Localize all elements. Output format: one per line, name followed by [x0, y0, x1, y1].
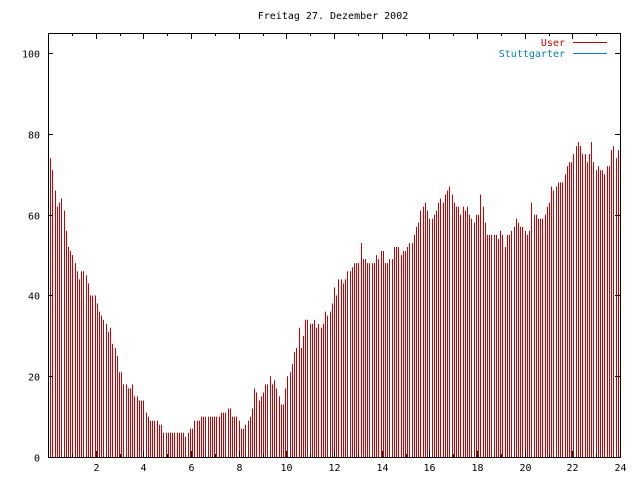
chart-title: Freitag 27. Dezember 2002 [258, 11, 409, 22]
y-tick-label: 60 [28, 212, 40, 223]
legend-label: User [541, 38, 565, 49]
x-tick-label: 12 [328, 463, 340, 474]
legend-label: Stuttgarter [499, 49, 565, 60]
x-tick-label: 4 [140, 463, 146, 474]
y-tick-label: 80 [28, 131, 40, 142]
y-tick-label: 100 [22, 50, 40, 61]
x-tick-label: 10 [280, 463, 292, 474]
bar-series-user [48, 142, 619, 457]
y-tick-label: 20 [28, 373, 40, 384]
x-tick-label: 22 [566, 463, 578, 474]
x-tick-label: 6 [188, 463, 194, 474]
x-tick-label: 16 [423, 463, 435, 474]
x-tick-label: 18 [471, 463, 483, 474]
x-tick-label: 2 [93, 463, 99, 474]
y-tick-label: 40 [28, 292, 40, 303]
x-tick-label: 8 [236, 463, 242, 474]
x-tick-label: 24 [614, 463, 626, 474]
x-tick-label: 14 [376, 463, 388, 474]
y-tick-label: 0 [34, 454, 40, 465]
x-tick-label: 20 [519, 463, 531, 474]
